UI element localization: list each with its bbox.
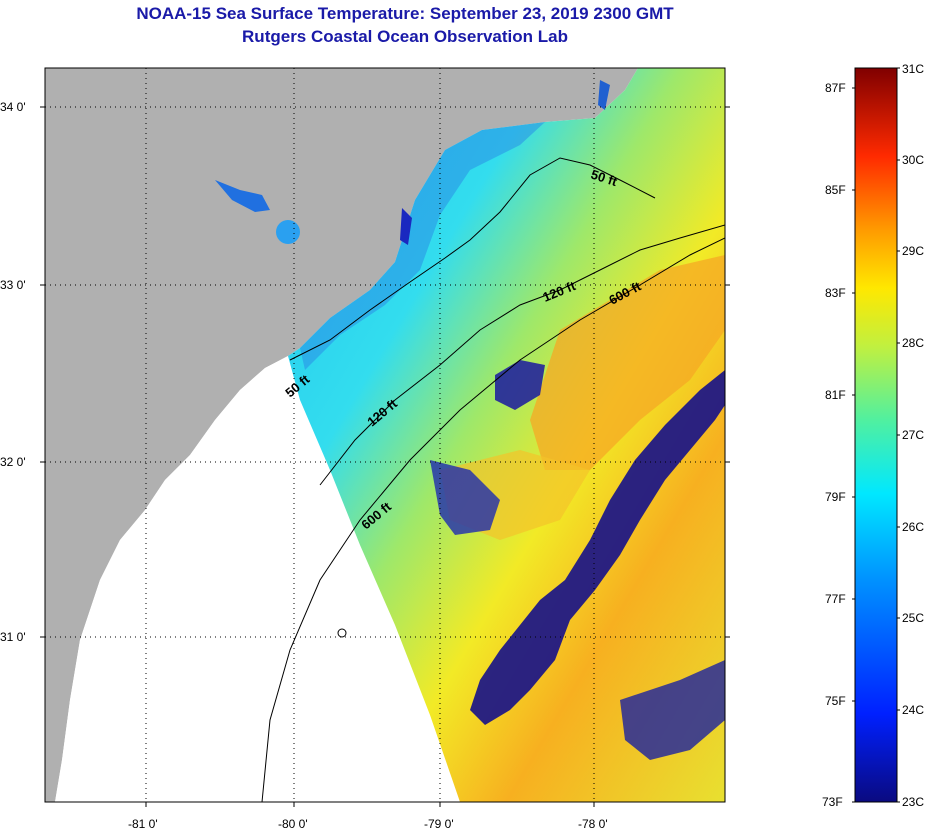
lat-tick-32: 32 0' xyxy=(0,455,26,469)
axis-ticks xyxy=(40,106,730,807)
land xyxy=(45,68,638,802)
lon-tick-78: -78 0' xyxy=(578,817,608,831)
colorbar-f-81: 81F xyxy=(825,388,846,402)
lake-marion xyxy=(276,220,300,244)
colorbar-c-29: 29C xyxy=(902,244,924,258)
contour-600ft xyxy=(261,237,725,802)
colorbar-f-79: 79F xyxy=(825,490,846,504)
colorbar-c-28: 28C xyxy=(902,336,924,350)
lon-tick-81: -81 0' xyxy=(128,817,158,831)
colorbar-f-75: 75F xyxy=(825,694,846,708)
colorbar-f-83: 83F xyxy=(825,286,846,300)
map-title: NOAA-15 Sea Surface Temperature: Septemb… xyxy=(136,4,674,23)
contour-seamount xyxy=(337,628,347,638)
warm-core xyxy=(530,255,725,470)
cold-filament-shelf xyxy=(495,360,545,410)
colorbar-fahrenheit-ticks xyxy=(852,87,855,803)
colorbar-c-24: 24C xyxy=(902,703,924,717)
pamlico xyxy=(598,80,610,110)
colorbar-celsius-ticks xyxy=(897,67,900,803)
winyah-bay xyxy=(400,208,412,245)
no-data-swath xyxy=(55,356,460,802)
graticule xyxy=(45,68,725,802)
colorbar-c-23: 23C xyxy=(902,795,924,809)
colorbar-c-31: 31C xyxy=(902,62,924,76)
lat-tick-34: 34 0' xyxy=(0,100,26,114)
contour-50ft xyxy=(289,157,656,361)
map-subtitle: Rutgers Coastal Ocean Observation Lab xyxy=(242,27,568,46)
cold-filament-main xyxy=(470,370,725,725)
colorbar-f-77: 77F xyxy=(825,592,846,606)
sst-ocean xyxy=(288,68,725,802)
lake-moultrie xyxy=(215,180,270,212)
lon-tick-80: -80 0' xyxy=(278,817,308,831)
colorbar xyxy=(854,67,898,803)
lat-tick-33: 33 0' xyxy=(0,278,26,292)
cold-filament-mid xyxy=(430,460,500,535)
lat-tick-31: 31 0' xyxy=(0,630,26,644)
colorbar-c-30: 30C xyxy=(902,153,924,167)
colorbar-f-85: 85F xyxy=(825,183,846,197)
colorbar-f-73: 73F xyxy=(822,795,843,809)
contour-120ft xyxy=(319,224,725,486)
lon-tick-79: -79 0' xyxy=(424,817,454,831)
plot-frame xyxy=(44,67,726,803)
coastal-cool-band xyxy=(300,122,545,370)
colorbar-c-27: 27C xyxy=(902,428,924,442)
colorbar-c-26: 26C xyxy=(902,520,924,534)
colorbar-c-25: 25C xyxy=(902,611,924,625)
colorbar-f-87: 87F xyxy=(825,81,846,95)
cold-filament-south xyxy=(620,660,725,760)
